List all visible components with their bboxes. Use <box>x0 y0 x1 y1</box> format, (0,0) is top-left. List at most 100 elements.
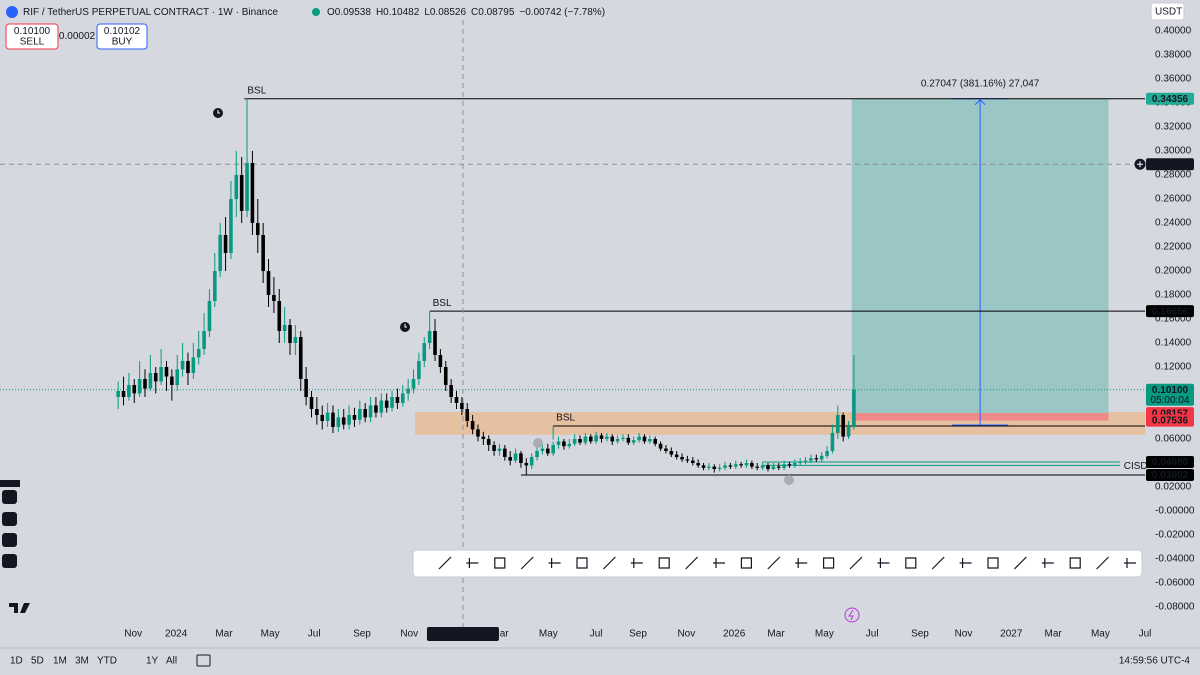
candle-body <box>298 337 303 379</box>
tool-button[interactable] <box>658 557 670 569</box>
y-tick-label: 0.26000 <box>1155 194 1192 205</box>
candle-body <box>481 436 486 439</box>
candle-body <box>809 458 813 461</box>
price-tag <box>1146 92 1194 105</box>
screenshot-button[interactable] <box>2 490 17 504</box>
tool-button[interactable] <box>548 558 561 568</box>
buy-button[interactable] <box>96 23 148 50</box>
candle-body <box>406 388 410 394</box>
candle-body <box>411 379 416 389</box>
candle-body <box>782 464 786 468</box>
candle-body <box>363 409 367 418</box>
tool-button[interactable] <box>823 557 835 569</box>
candle-body <box>594 435 598 442</box>
range-button[interactable]: 5D <box>31 656 44 667</box>
candle-body <box>186 361 190 373</box>
range-button[interactable]: 3M <box>75 656 89 667</box>
symbol-title: RIF / TetherUS PERPETUAL CONTRACT · 1W ·… <box>23 7 278 18</box>
sell-button[interactable] <box>5 23 59 50</box>
candle-body <box>728 465 733 467</box>
price-tag <box>1146 414 1194 427</box>
tool-button[interactable] <box>877 558 890 568</box>
tool-button[interactable] <box>466 558 479 568</box>
candle-body <box>739 464 743 466</box>
ohlc-value: −0.00742 (−7.78%) <box>519 7 605 18</box>
price-tag-label: 0.04080 <box>1152 457 1189 468</box>
x-tick-label: May <box>1091 629 1110 640</box>
range-button[interactable]: All <box>166 656 177 667</box>
tool-button[interactable] <box>740 557 752 569</box>
settings-button[interactable] <box>2 554 17 568</box>
tool-button[interactable] <box>520 556 534 570</box>
candle-body <box>331 412 335 427</box>
candle-body <box>159 367 163 382</box>
x-tick-label: Sep <box>911 629 929 640</box>
candle-body <box>175 369 180 385</box>
tool-button[interactable] <box>713 558 725 568</box>
candle-body <box>288 325 292 343</box>
tool-button[interactable] <box>602 556 616 570</box>
candle-body <box>121 391 126 397</box>
candle-body <box>787 464 792 466</box>
range-button[interactable]: YTD <box>97 656 117 667</box>
y-tick-label: 0.32000 <box>1155 122 1192 133</box>
candle-body <box>180 361 185 370</box>
range-button[interactable]: 1Y <box>146 656 159 667</box>
candle-body <box>460 403 464 409</box>
tool-button[interactable] <box>849 556 863 570</box>
candle-body <box>164 367 169 377</box>
tool-button[interactable] <box>685 556 699 570</box>
event-icon[interactable] <box>533 438 543 448</box>
level-label: CISD <box>1124 461 1148 472</box>
lightning-icon[interactable] <box>844 607 860 623</box>
candle-body <box>245 163 249 211</box>
tool-button[interactable] <box>630 558 643 568</box>
candle-body <box>653 439 658 444</box>
x-tick-label: Mar <box>491 629 509 640</box>
tool-button[interactable] <box>905 557 917 569</box>
candle-body <box>519 453 523 463</box>
layers-button[interactable] <box>2 533 17 547</box>
candle-body <box>637 436 641 441</box>
tool-button[interactable] <box>1041 558 1054 568</box>
candle-body <box>551 445 555 454</box>
candle-body <box>712 466 717 469</box>
tool-button[interactable] <box>494 557 506 569</box>
candle-body <box>556 441 561 445</box>
range-button[interactable]: 1D <box>10 656 23 667</box>
x-tick-label: Jul <box>866 629 879 640</box>
tool-button[interactable] <box>1096 556 1110 570</box>
tool-button[interactable] <box>795 558 808 568</box>
tool-button[interactable] <box>987 557 999 569</box>
candle-body <box>476 429 480 437</box>
candle-body <box>717 467 722 469</box>
tool-button[interactable] <box>576 557 588 569</box>
currency-button[interactable] <box>1150 2 1185 21</box>
tool-button[interactable] <box>438 556 452 570</box>
candle-body <box>535 451 539 457</box>
candle-body <box>766 465 770 469</box>
tool-button[interactable] <box>1069 557 1081 569</box>
tool-button[interactable] <box>1124 558 1136 568</box>
tool-button[interactable] <box>767 556 781 570</box>
candle-body <box>309 397 314 409</box>
tool-button[interactable] <box>1013 556 1027 570</box>
price-tag-label: 0.34356 <box>1152 94 1189 105</box>
candle-body <box>685 459 690 461</box>
candle-body <box>395 397 400 403</box>
tool-button[interactable] <box>931 556 945 570</box>
countdown: 05:00:04 <box>1151 395 1190 406</box>
candle-body <box>143 379 147 389</box>
candle-body <box>696 463 700 466</box>
tool-button[interactable] <box>959 558 972 568</box>
record-button[interactable] <box>2 512 17 526</box>
y-tick-label: 0.24000 <box>1155 218 1192 229</box>
date-range-button[interactable] <box>196 654 211 667</box>
currency-label: USDT <box>1155 7 1182 18</box>
candle-body <box>755 466 760 468</box>
event-icon[interactable] <box>784 475 794 485</box>
range-button[interactable]: 1M <box>53 656 67 667</box>
candle-body <box>793 463 797 466</box>
candle-body <box>320 415 325 421</box>
candle-body <box>567 443 572 447</box>
